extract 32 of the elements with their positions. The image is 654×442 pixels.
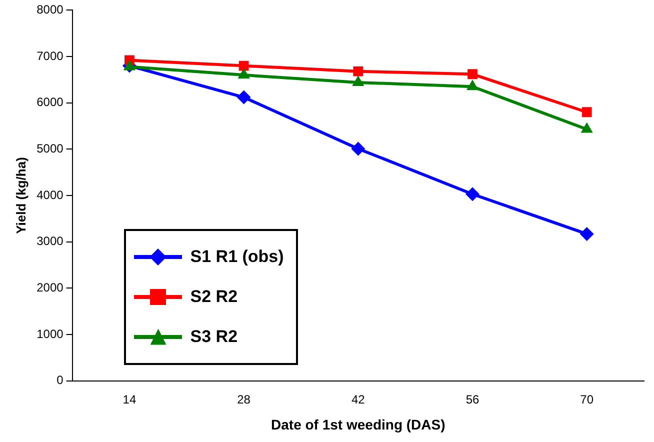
x-axis-title: Date of 1st weeding (DAS) — [271, 416, 446, 432]
point — [236, 90, 251, 104]
y-tick-label: 8000 — [36, 2, 64, 17]
point — [468, 69, 478, 80]
y-tick-label: 3000 — [36, 234, 64, 248]
y-tick-label: 0 — [56, 373, 64, 388]
x-tick-label: 70 — [580, 392, 594, 406]
legend-label: S2 R2 — [190, 286, 238, 307]
y-tick-label: 2000 — [36, 280, 64, 294]
point — [238, 60, 249, 71]
point — [465, 187, 480, 202]
x-tick-label: 42 — [351, 392, 366, 406]
y-tick-label: 6000 — [36, 95, 64, 110]
y-tick-label: 7000 — [36, 48, 64, 63]
y-axis-title: Yield (kg/ha) — [13, 157, 28, 234]
legend-label: S3 R2 — [190, 326, 238, 347]
legend-label: S1 R1 (obs) — [190, 246, 284, 267]
x-tick-label: 14 — [122, 392, 136, 406]
y-tick-label: 4000 — [36, 188, 64, 202]
point — [582, 107, 592, 118]
y-tick-label: 1000 — [36, 326, 64, 341]
point — [466, 80, 479, 90]
point — [351, 142, 366, 156]
point — [580, 226, 594, 241]
x-tick-label: 56 — [466, 392, 480, 406]
x-tick-label: 28 — [237, 392, 251, 406]
point — [123, 60, 136, 70]
point — [353, 66, 364, 76]
point — [352, 75, 364, 86]
y-tick-label: 5000 — [36, 141, 64, 156]
point — [238, 68, 250, 79]
point — [580, 122, 593, 133]
